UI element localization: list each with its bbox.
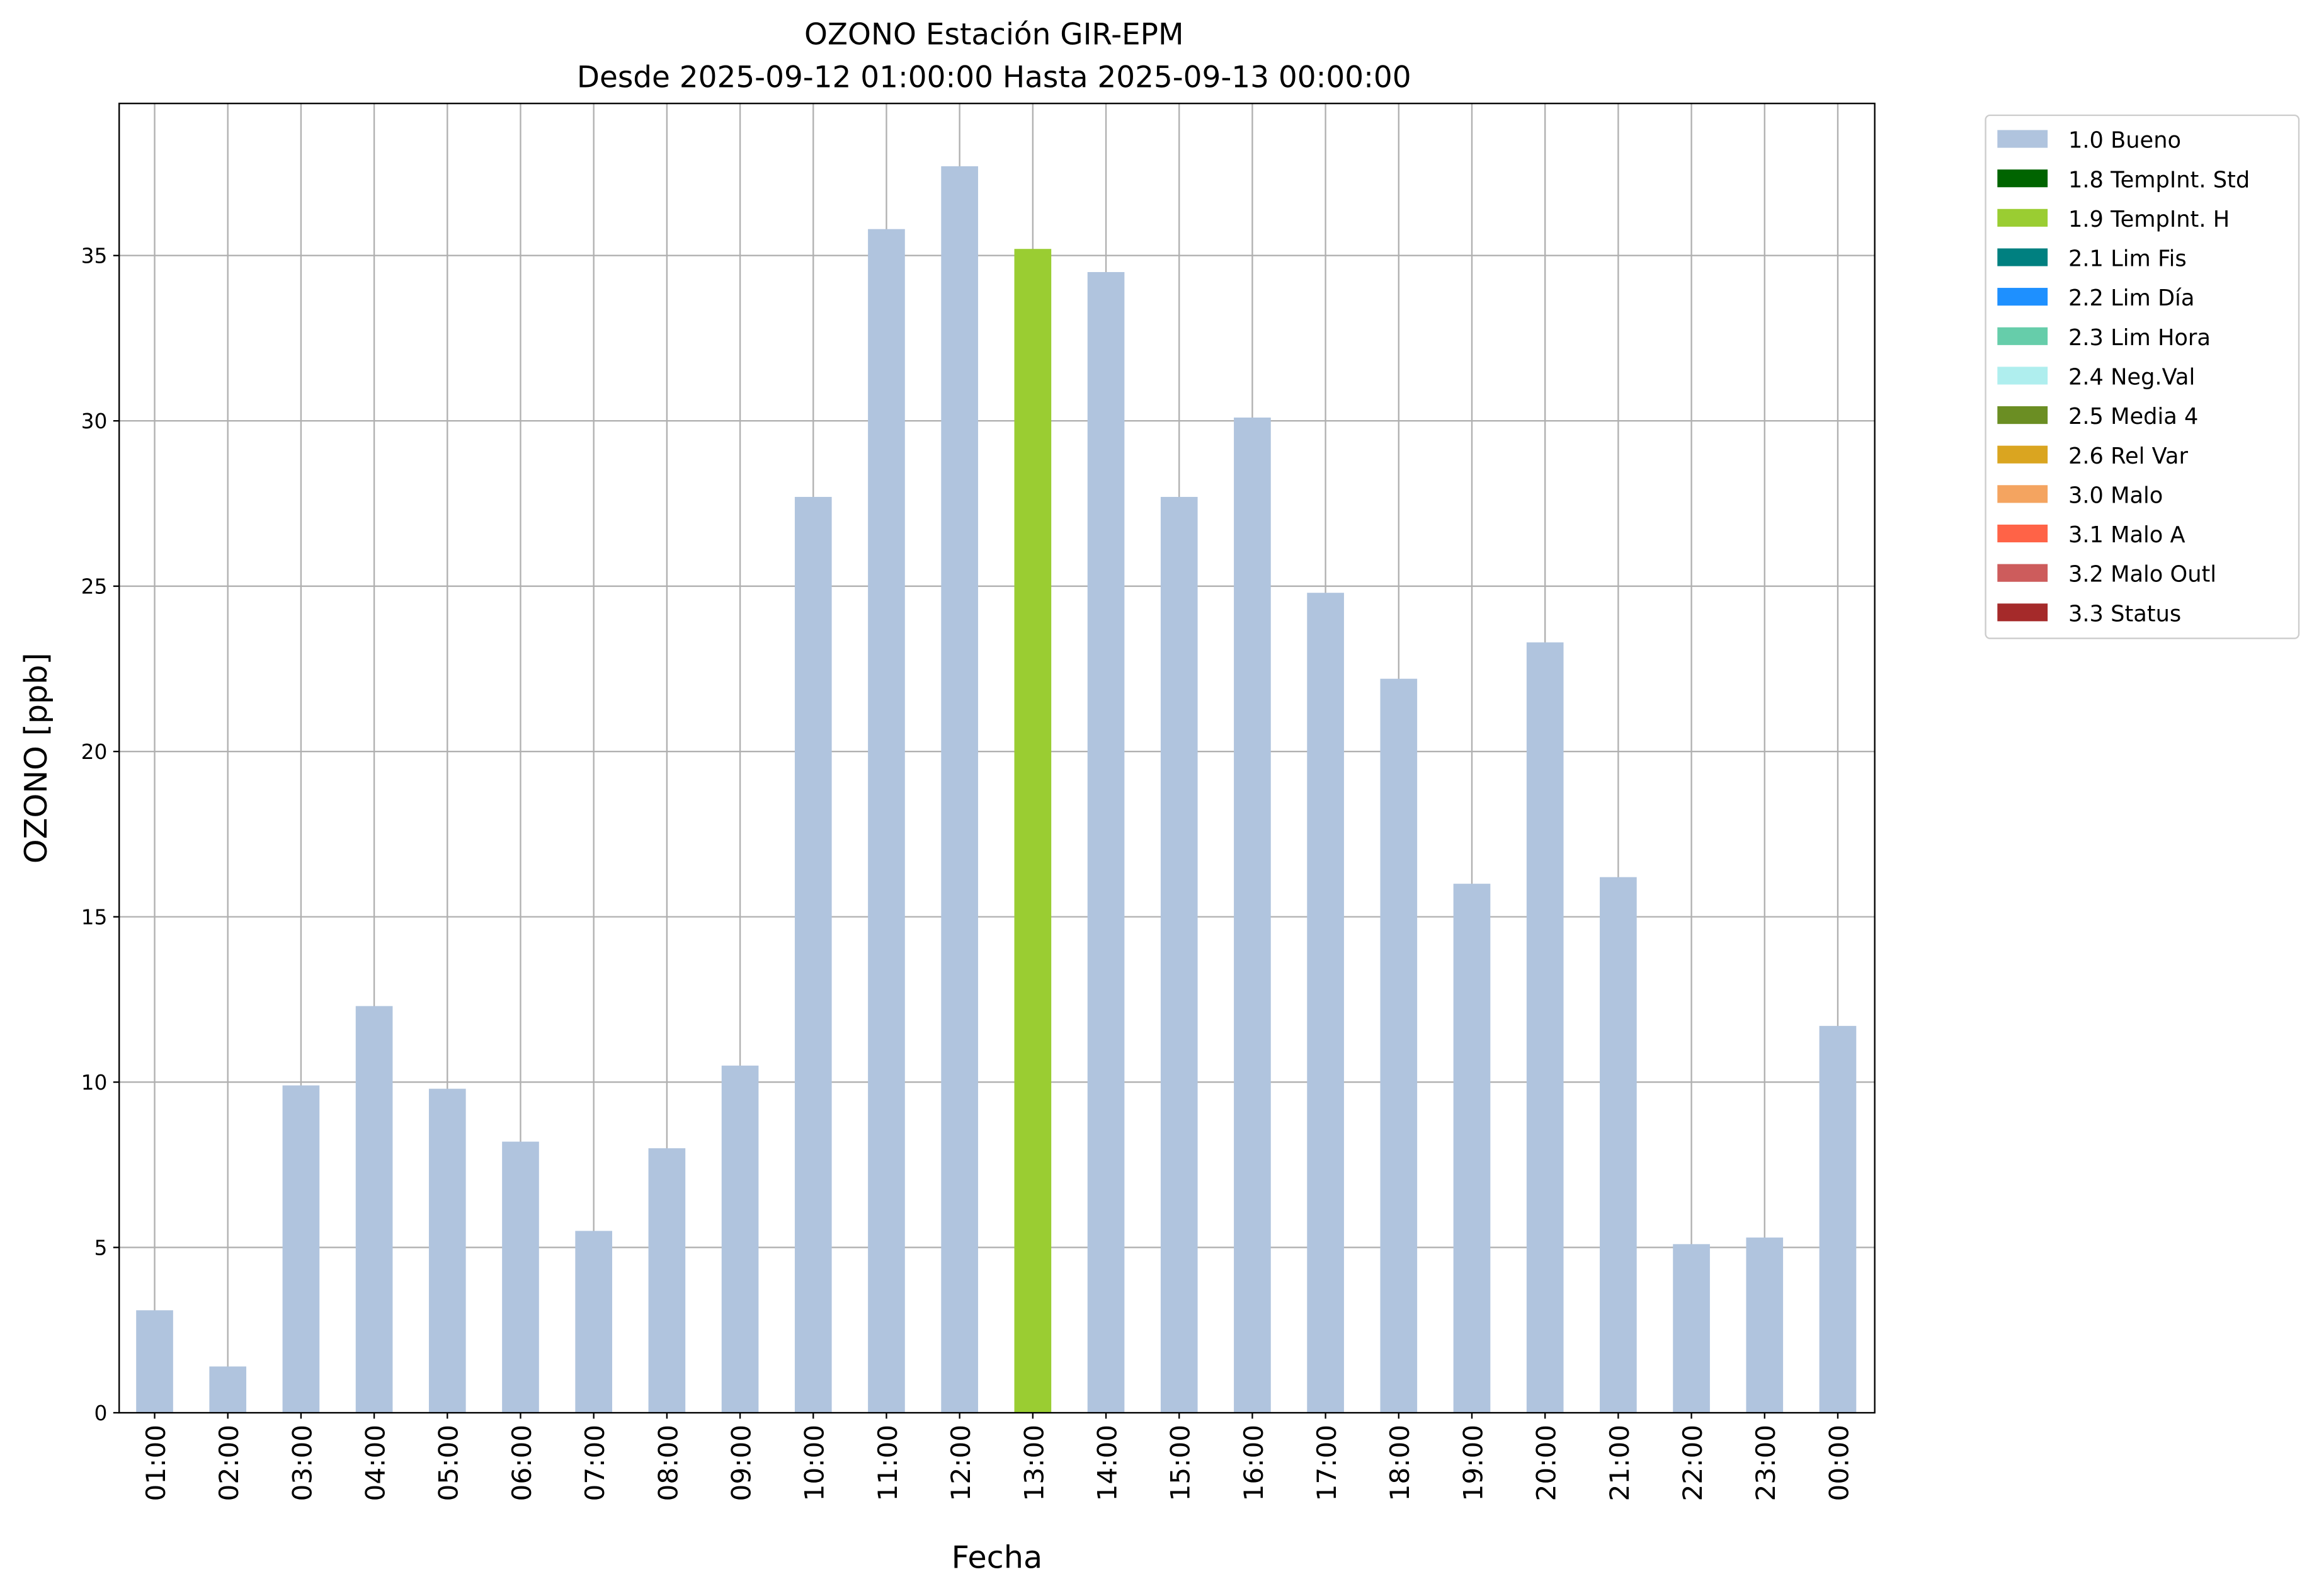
bar <box>1014 249 1052 1413</box>
legend-label: 2.3 Lim Hora <box>2068 325 2211 351</box>
bar <box>1819 1025 1857 1413</box>
bar <box>282 1085 320 1413</box>
legend-label: 2.2 Lim Día <box>2068 285 2194 311</box>
bar <box>1307 593 1344 1413</box>
bar <box>1380 678 1418 1413</box>
legend-swatch <box>1997 445 2048 464</box>
legend-swatch <box>1997 406 2048 425</box>
legend-swatch <box>1997 524 2048 543</box>
bar <box>1453 884 1491 1413</box>
bar <box>941 166 978 1413</box>
x-tick-label: 15:00 <box>1165 1425 1196 1502</box>
legend-swatch <box>1997 169 2048 188</box>
legend-swatch <box>1997 367 2048 385</box>
x-tick-label: 23:00 <box>1750 1425 1781 1502</box>
x-tick-label: 00:00 <box>1823 1425 1854 1502</box>
y-tick-label: 15 <box>81 905 108 929</box>
x-axis-label: Fecha <box>952 1539 1042 1575</box>
legend-label: 3.2 Malo Outl <box>2068 562 2216 588</box>
bar <box>209 1366 247 1413</box>
bar <box>428 1088 466 1413</box>
x-tick-label: 07:00 <box>579 1425 610 1502</box>
legend-swatch <box>1997 248 2048 266</box>
x-tick-label: 18:00 <box>1384 1425 1415 1502</box>
x-tick-label: 12:00 <box>945 1425 976 1502</box>
x-tick-label: 22:00 <box>1677 1425 1708 1502</box>
legend-swatch <box>1997 564 2048 582</box>
x-tick-label: 13:00 <box>1018 1425 1049 1502</box>
x-tick-label: 02:00 <box>214 1425 244 1502</box>
bar <box>1526 642 1564 1413</box>
y-axis-label: OZONO [ppb] <box>18 653 54 864</box>
bar <box>1087 271 1125 1413</box>
bar <box>721 1065 759 1413</box>
legend-label: 1.8 TempInt. Std <box>2068 167 2250 193</box>
y-tick-label: 0 <box>94 1401 108 1425</box>
x-tick-label: 09:00 <box>726 1425 756 1502</box>
chart-title: OZONO Estación GIR-EPM <box>804 17 1183 52</box>
y-axis: 0 5 10 15 20 25 30 35 <box>81 244 120 1425</box>
bar <box>1234 417 1271 1413</box>
x-tick-label: 01:00 <box>140 1425 171 1502</box>
x-tick-label: 11:00 <box>872 1425 903 1502</box>
bar <box>648 1148 686 1413</box>
x-tick-label: 14:00 <box>1091 1425 1122 1502</box>
bar <box>355 1006 393 1413</box>
x-tick-label: 16:00 <box>1238 1425 1269 1502</box>
bar <box>794 496 832 1413</box>
legend-swatch <box>1997 288 2048 306</box>
bar <box>136 1310 173 1413</box>
bar <box>502 1141 539 1413</box>
x-tick-label: 20:00 <box>1531 1425 1562 1502</box>
plot-frame <box>118 103 1876 1414</box>
x-axis: 01:00 02:00 03:00 04:00 05:00 06:00 07:00 08:00… <box>140 1413 1854 1502</box>
y-tick-label: 25 <box>81 574 108 598</box>
legend-label: 2.6 Rel Var <box>2068 443 2189 469</box>
legend-label: 1.0 Bueno <box>2068 128 2181 154</box>
legend-swatch <box>1997 208 2048 227</box>
legend: 1.0 Bueno 1.8 TempInt. Std 1.9 TempInt. H 2… <box>1985 114 2300 639</box>
x-tick-label: 06:00 <box>506 1425 537 1502</box>
legend-swatch <box>1997 603 2048 622</box>
bar <box>1673 1244 1710 1413</box>
bar <box>1746 1237 1784 1413</box>
chart-subtitle: Desde 2025-09-12 01:00:00 Hasta 2025-09-… <box>577 60 1411 94</box>
bar <box>1600 877 1637 1413</box>
x-tick-label: 21:00 <box>1604 1425 1635 1502</box>
legend-swatch <box>1997 130 2048 148</box>
legend-label: 2.5 Media 4 <box>2068 404 2198 430</box>
x-tick-label: 04:00 <box>360 1425 391 1502</box>
y-tick-label: 10 <box>81 1071 108 1095</box>
y-tick-label: 20 <box>81 740 108 764</box>
x-tick-label: 05:00 <box>433 1425 464 1502</box>
legend-label: 2.1 Lim Fis <box>2068 246 2187 272</box>
x-tick-label: 19:00 <box>1457 1425 1488 1502</box>
bar <box>1160 496 1198 1413</box>
legend-swatch <box>1997 485 2048 503</box>
legend-box <box>1985 114 2300 639</box>
bar <box>868 229 905 1413</box>
x-tick-label: 10:00 <box>799 1425 830 1502</box>
x-tick-label: 03:00 <box>287 1425 317 1502</box>
legend-swatch <box>1997 327 2048 345</box>
legend-label: 1.9 TempInt. H <box>2068 207 2230 232</box>
bar <box>575 1231 613 1413</box>
x-tick-label: 17:00 <box>1311 1425 1342 1502</box>
legend-label: 2.4 Neg.Val <box>2068 365 2195 390</box>
x-tick-label: 08:00 <box>652 1425 683 1502</box>
y-tick-label: 5 <box>94 1236 108 1260</box>
legend-label: 3.3 Status <box>2068 601 2181 627</box>
y-tick-label: 35 <box>81 244 108 268</box>
y-tick-label: 30 <box>81 409 108 433</box>
bars <box>136 166 1857 1413</box>
legend-label: 3.1 Malo A <box>2068 522 2185 548</box>
legend-label: 3.0 Malo <box>2068 482 2163 508</box>
